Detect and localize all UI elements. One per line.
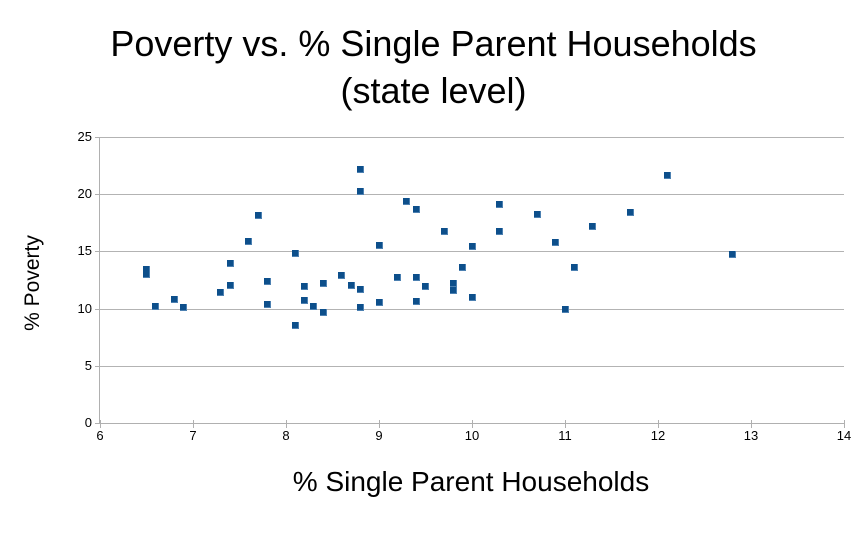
data-point [664, 172, 671, 179]
data-point [552, 239, 559, 246]
data-point [469, 294, 476, 301]
x-tick-label: 14 [836, 428, 852, 443]
data-point [357, 304, 364, 311]
data-point [441, 228, 448, 235]
h-gridline [100, 366, 844, 367]
data-point [320, 309, 327, 316]
data-point [152, 303, 159, 310]
y-axis-tick [95, 309, 100, 310]
y-axis-tick [95, 137, 100, 138]
y-axis-tick [95, 366, 100, 367]
data-point [245, 238, 252, 245]
x-axis-tick [565, 420, 566, 428]
chart-title-line2: (state level) [340, 70, 527, 111]
data-point [496, 201, 503, 208]
h-gridline [100, 137, 844, 138]
data-point [729, 251, 736, 258]
data-point [255, 212, 262, 219]
data-point [264, 278, 271, 285]
x-tick-label: 13 [743, 428, 759, 443]
data-point [217, 289, 224, 296]
data-point [376, 299, 383, 306]
data-point [357, 166, 364, 173]
y-tick-label: 10 [77, 301, 92, 316]
data-point [320, 280, 327, 287]
x-axis-tick [472, 420, 473, 428]
x-axis-tick [751, 420, 752, 428]
y-tick-label: 25 [77, 129, 92, 144]
data-point [469, 243, 476, 250]
data-point [171, 296, 178, 303]
data-point [534, 211, 541, 218]
data-point [376, 242, 383, 249]
data-point [357, 286, 364, 293]
h-gridline [100, 309, 844, 310]
data-point [627, 209, 634, 216]
data-point [143, 271, 150, 278]
chart-title: Poverty vs. % Single Parent Households (… [0, 20, 867, 114]
data-point [227, 282, 234, 289]
data-point [450, 287, 457, 294]
x-axis-tick [286, 420, 287, 428]
y-tick-label: 15 [77, 243, 92, 258]
h-gridline [100, 194, 844, 195]
data-point [310, 303, 317, 310]
data-point [589, 223, 596, 230]
data-point [301, 283, 308, 290]
x-tick-label: 10 [464, 428, 480, 443]
x-axis-title: % Single Parent Households [292, 466, 650, 497]
data-point [413, 274, 420, 281]
plot-area: 0 5 10 15 20 25 6 7 8 9 10 11 12 13 14 [78, 130, 852, 443]
x-axis-tick [100, 420, 101, 428]
x-tick-label: 8 [282, 428, 290, 443]
data-point [459, 264, 466, 271]
data-point [227, 260, 234, 267]
x-tick-label: 11 [558, 428, 572, 443]
data-point [292, 250, 299, 257]
data-point [292, 322, 299, 329]
x-axis-tick [658, 420, 659, 428]
y-axis-tick [95, 423, 100, 424]
x-tick-label: 9 [375, 428, 383, 443]
y-tick-label: 0 [84, 415, 92, 430]
data-point [450, 280, 457, 287]
data-point [413, 298, 420, 305]
y-tick-label: 5 [84, 358, 92, 373]
data-point [562, 306, 569, 313]
data-point [413, 206, 420, 213]
x-axis-tick [379, 420, 380, 428]
y-tick-label: 20 [77, 186, 92, 201]
data-point [180, 304, 187, 311]
data-point [403, 198, 410, 205]
x-axis-tick [193, 420, 194, 428]
data-point [301, 297, 308, 304]
data-point [348, 282, 355, 289]
data-point [357, 188, 364, 195]
data-point [496, 228, 503, 235]
chart-title-line1: Poverty vs. % Single Parent Households [110, 23, 757, 64]
y-axis-tick [95, 194, 100, 195]
data-point [394, 274, 401, 281]
y-axis-tick [95, 251, 100, 252]
data-point [338, 272, 345, 279]
data-point [143, 266, 150, 273]
x-tick-label: 6 [96, 428, 104, 443]
h-gridline [100, 251, 844, 252]
data-point [264, 301, 271, 308]
y-axis-title: % Poverty [21, 235, 44, 331]
data-point [571, 264, 578, 271]
data-point [422, 283, 429, 290]
x-axis-tick [844, 420, 845, 428]
x-tick-label: 7 [189, 428, 197, 443]
x-tick-label: 12 [650, 428, 666, 443]
